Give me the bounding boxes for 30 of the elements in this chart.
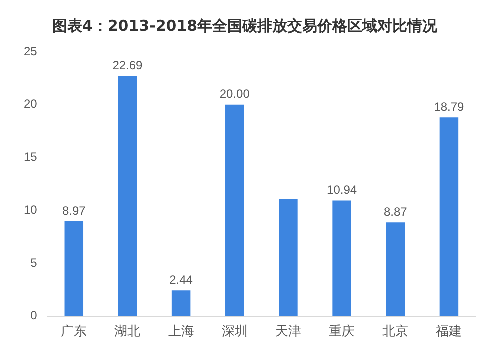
x-tick-label: 广东 [61,324,88,340]
x-tick-label: 北京 [382,324,409,340]
data-label: 2.44 [170,272,194,287]
y-tick-label: 25 [24,44,38,58]
data-label: 20.00 [220,87,250,102]
y-tick-label: 5 [30,256,38,270]
bar [64,222,84,316]
x-tick-label: 重庆 [329,324,356,340]
bar [172,290,191,316]
x-tick-label: 福建 [436,324,462,340]
bar [279,199,298,316]
bar [226,104,244,316]
x-tick-label: 深圳 [222,324,248,340]
x-tick-label: 湖北 [114,324,141,340]
chart-title: 图表4：2013-2018年全国碳排放交易价格区域对比情况 [52,16,439,35]
x-tick-label: 天津 [275,324,302,340]
bar [440,118,459,316]
data-label: 18.79 [434,100,465,114]
y-tick-label: 0 [30,308,38,323]
bar [386,222,406,316]
data-label: 22.69 [112,58,144,73]
bar [118,76,138,316]
data-label: 8.87 [384,204,408,219]
data-label: 8.97 [62,204,86,218]
y-tick-label: 20 [24,97,38,112]
data-label: 10.94 [327,183,358,198]
y-tick-label: 10 [24,202,38,217]
x-tick-label: 上海 [168,324,194,340]
y-tick-label: 15 [24,150,38,164]
bar [332,200,352,316]
